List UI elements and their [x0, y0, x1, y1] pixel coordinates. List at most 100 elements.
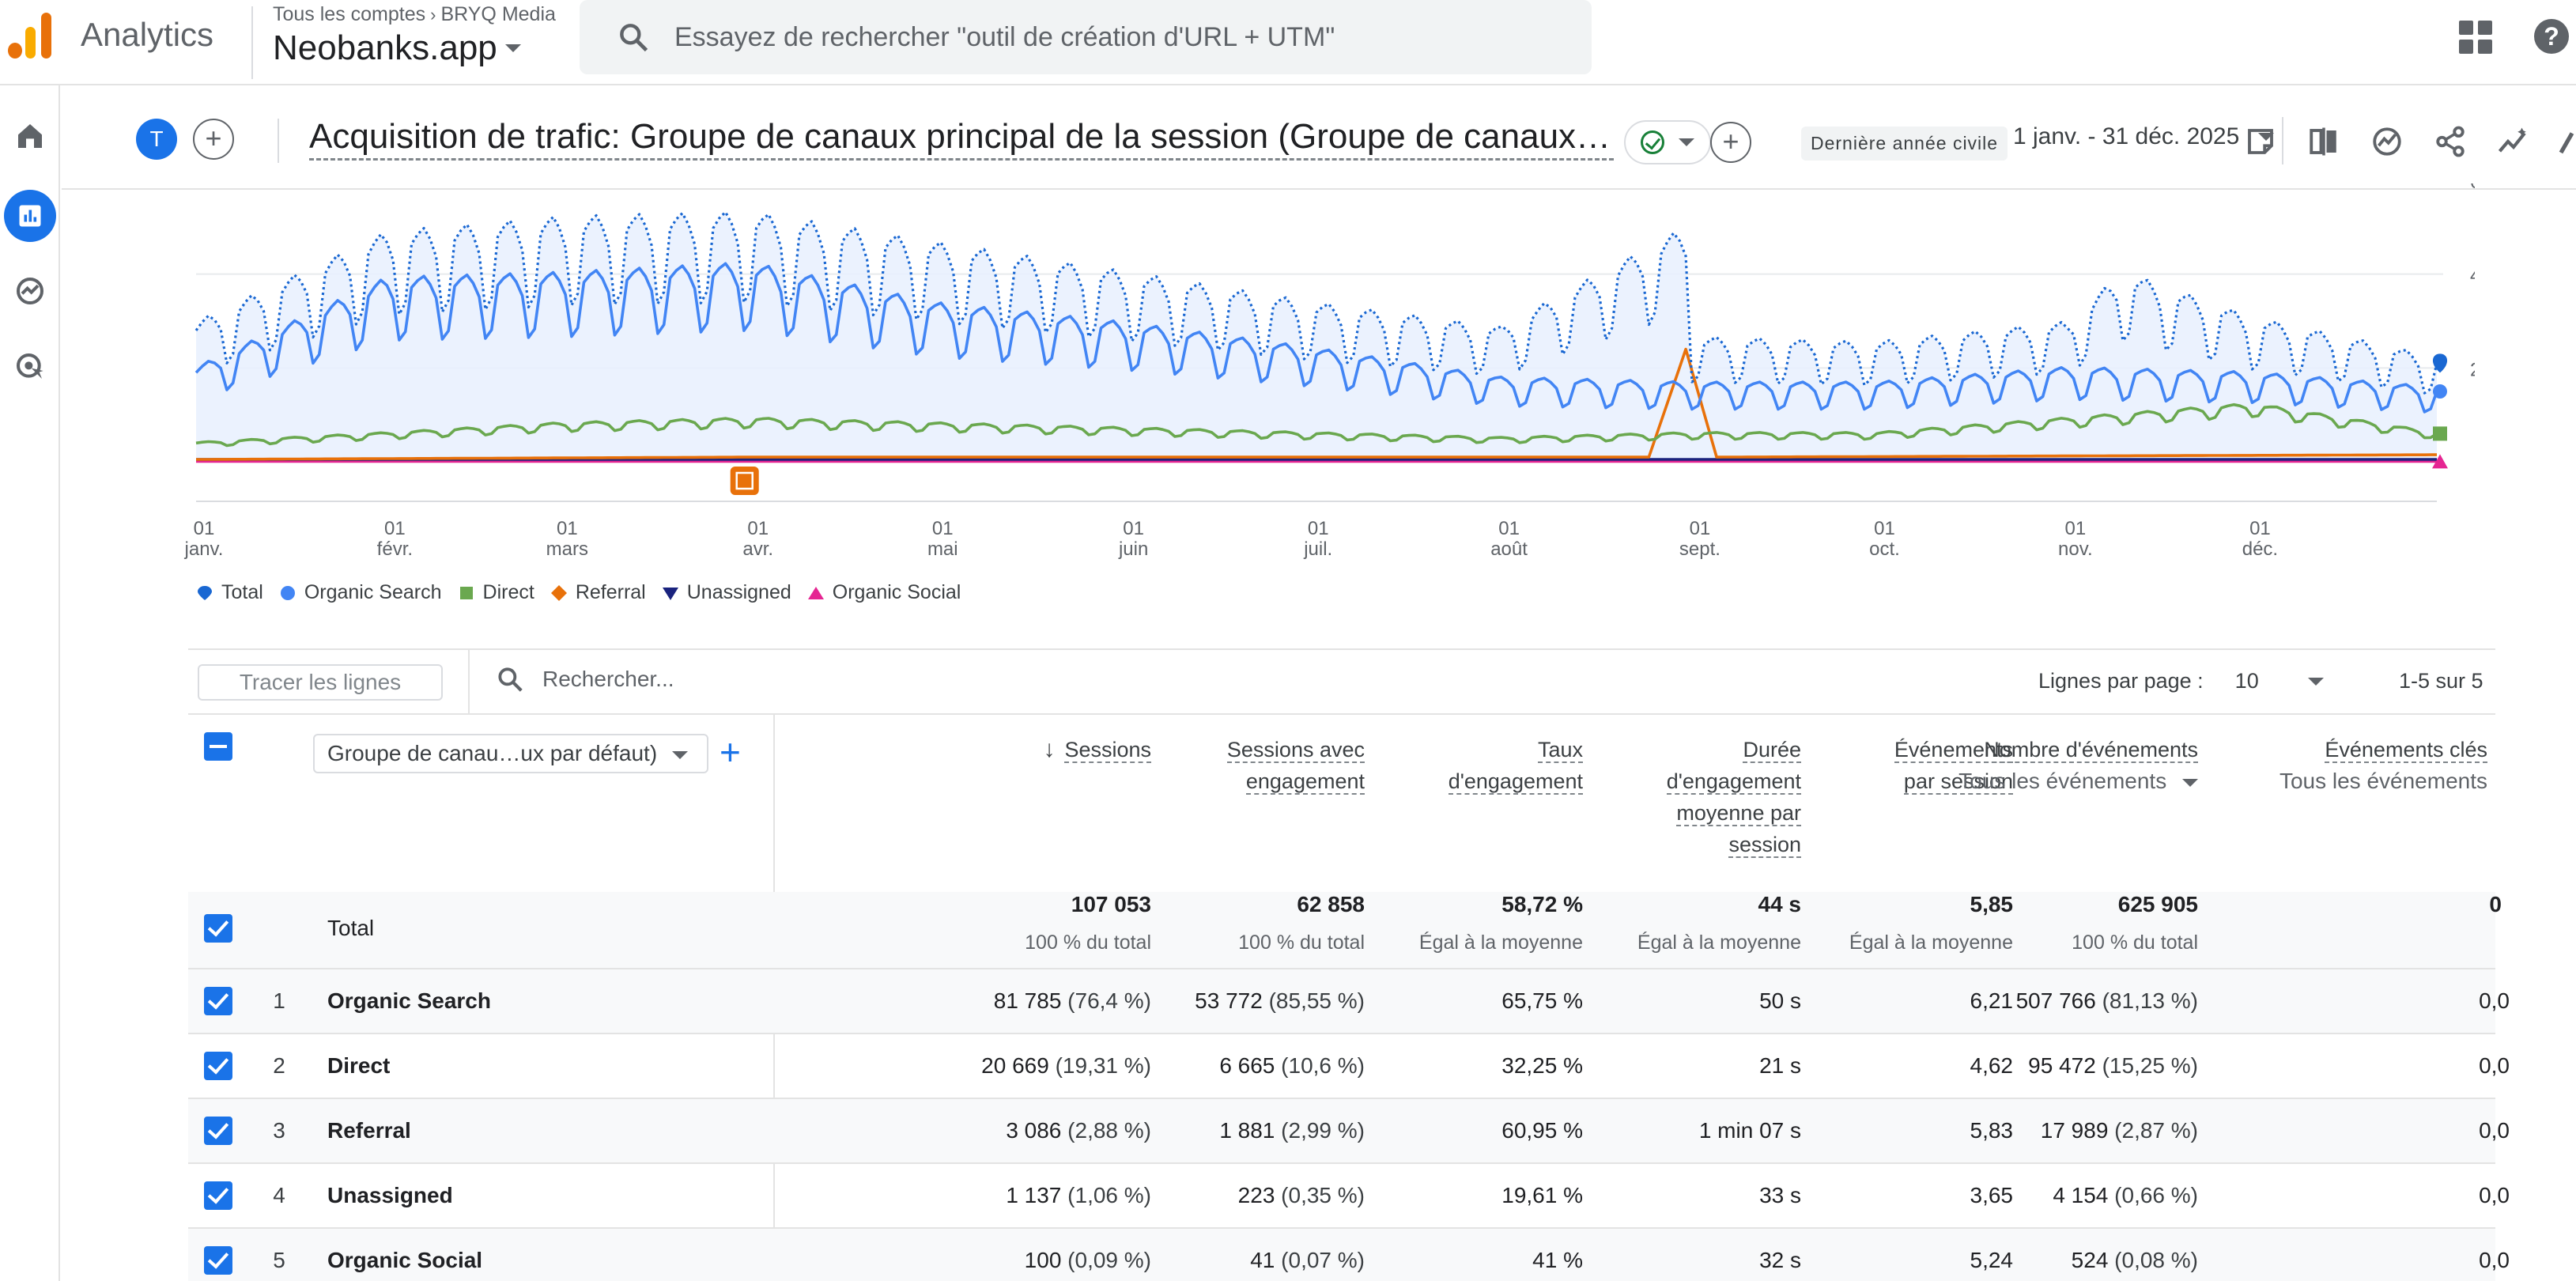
plot-rows-button[interactable]: Tracer les lignes: [198, 664, 443, 701]
cell-avg-engagement-time: 50 s: [1759, 988, 1801, 1013]
table-row[interactable]: 1 Organic Search 81 785 (76,4 %) 53 772 (85…: [188, 969, 2510, 1034]
date-range-picker[interactable]: 1 janv. - 31 déc. 2025: [2013, 123, 2275, 150]
channel-name[interactable]: Unassigned: [327, 1183, 453, 1207]
search-bar[interactable]: Essayez de rechercher "outil de création…: [580, 0, 1592, 74]
cell-sessions: 3 086 (2,88 %): [1006, 1118, 1151, 1143]
add-dimension-button[interactable]: +: [720, 731, 741, 773]
table-search[interactable]: Rechercher...: [495, 664, 674, 694]
line-chart[interactable]: 020040060001janv.01févr.01mars01avr.01ma…: [182, 183, 2475, 595]
header-engaged-sessions[interactable]: Sessions avec engagement: [1226, 738, 1365, 795]
total-key-events: 0: [2489, 892, 2502, 916]
header-event-count[interactable]: Nombre d'événements Tous les événements: [1958, 738, 2198, 793]
top-bar: Analytics Tous les comptes › BRYQ Media …: [0, 0, 2576, 85]
cell-events-per-session: 3,65: [1970, 1183, 2014, 1207]
rows-per-page[interactable]: Lignes par page : 10: [2038, 669, 2324, 693]
x-tick-month: nov.: [2058, 538, 2093, 560]
dimension-selector[interactable]: Groupe de canau…ux par défaut): [313, 734, 708, 773]
edit-icon[interactable]: [2557, 125, 2576, 158]
header-sessions[interactable]: ↓ Sessions: [1043, 734, 1151, 765]
analytics-logo[interactable]: [8, 13, 52, 59]
totals-checkbox[interactable]: [204, 914, 232, 943]
table-row[interactable]: 4 Unassigned 1 137 (1,06 %) 223 (0,35 %) 19,…: [188, 1164, 2510, 1229]
legend-item[interactable]: Organic Search: [279, 581, 442, 604]
legend-item[interactable]: Unassigned: [662, 581, 791, 604]
help-icon[interactable]: ?: [2534, 19, 2569, 54]
series-end-marker: [2433, 384, 2447, 399]
table-row[interactable]: 2 Direct 20 669 (19,31 %) 6 665 (10,6 %) 32,…: [188, 1034, 2510, 1099]
header-key-events[interactable]: Événements clés Tous les événements: [2279, 738, 2487, 793]
property-name: Neobanks.app: [273, 28, 497, 67]
breadcrumb-account[interactable]: Tous les comptes: [273, 3, 426, 25]
event-filter[interactable]: Tous les événements: [1958, 769, 2198, 793]
channel-name[interactable]: Referral: [327, 1118, 411, 1143]
report-title[interactable]: Acquisition de trafic: Groupe de canaux …: [309, 117, 1614, 161]
x-tick-month: avr.: [742, 538, 773, 560]
home-icon[interactable]: [6, 112, 54, 160]
header-avg-engagement-time[interactable]: Durée d'engagement moyenne par session: [1666, 738, 1801, 858]
cell-engagement-rate: 60,95 %: [1501, 1118, 1583, 1143]
legend-item[interactable]: Referral: [550, 581, 646, 604]
table-row[interactable]: 3 Referral 3 086 (2,88 %) 1 881 (2,99 %) 60,…: [188, 1099, 2510, 1164]
legend-label: Referral: [575, 581, 646, 603]
left-nav-rail: [0, 85, 60, 1281]
x-tick-month: août: [1490, 538, 1528, 560]
x-tick-day: 01: [1690, 518, 1711, 539]
trend-icon[interactable]: [2497, 125, 2530, 158]
search-input[interactable]: Essayez de rechercher "outil de création…: [674, 21, 1335, 52]
table-search-input[interactable]: Rechercher...: [542, 667, 674, 691]
header-events-per-session[interactable]: Événements par session: [1894, 738, 2013, 795]
row-checkbox[interactable]: [204, 1181, 232, 1210]
legend-marker: [807, 586, 824, 599]
x-tick-day: 01: [1308, 518, 1329, 539]
channel-name[interactable]: Organic Social: [327, 1248, 483, 1272]
row-rank: 1: [273, 988, 285, 1013]
comparison-avatar[interactable]: T: [136, 119, 177, 160]
row-checkbox[interactable]: [204, 1052, 232, 1080]
row-checkbox[interactable]: [204, 1117, 232, 1145]
cell-sessions: 81 785 (76,4 %): [993, 988, 1151, 1013]
select-all-checkbox[interactable]: [204, 732, 232, 761]
chevron-down-icon[interactable]: [2307, 677, 2324, 686]
x-tick-day: 01: [2249, 518, 2271, 539]
annotation-icon[interactable]: [2244, 125, 2277, 158]
row-checkbox[interactable]: [204, 987, 232, 1015]
account-breadcrumb[interactable]: Tous les comptes › BRYQ Media: [273, 3, 556, 26]
channel-name[interactable]: Direct: [327, 1053, 391, 1078]
add-report-button[interactable]: +: [1710, 122, 1751, 163]
legend-item[interactable]: Organic Social: [807, 581, 961, 604]
reports-icon[interactable]: [4, 190, 56, 242]
apps-grid-icon[interactable]: [2459, 21, 2492, 54]
header-engagement-rate[interactable]: Taux d'engagement: [1448, 738, 1583, 795]
legend-marker: [280, 585, 295, 600]
row-rank: 5: [273, 1248, 285, 1272]
report-status-menu[interactable]: [1624, 120, 1711, 164]
add-comparison-button[interactable]: +: [193, 119, 234, 160]
app-name: Analytics: [81, 16, 214, 53]
cell-event-count: 524 (0,08 %): [2071, 1248, 2198, 1272]
advertising-icon[interactable]: [6, 343, 54, 391]
cell-engaged-sessions: 1 881 (2,99 %): [1219, 1118, 1365, 1143]
cell-engagement-rate: 32,25 %: [1501, 1053, 1583, 1078]
legend-item[interactable]: Total: [196, 581, 263, 604]
compare-icon[interactable]: [2307, 125, 2340, 158]
row-checkbox[interactable]: [204, 1246, 232, 1275]
divider: [251, 6, 253, 79]
property-selector[interactable]: Neobanks.app: [273, 28, 521, 68]
channel-name[interactable]: Organic Search: [327, 988, 491, 1013]
x-tick-month: juil.: [1303, 538, 1332, 560]
cell-event-count: 507 766 (81,13 %): [2015, 988, 2198, 1013]
x-tick-day: 01: [1874, 518, 1895, 539]
explore-icon[interactable]: [6, 267, 54, 315]
rows-per-page-value[interactable]: 10: [2234, 669, 2259, 693]
breadcrumb-sub-account[interactable]: BRYQ Media: [440, 3, 556, 25]
cell-sessions: 1 137 (1,06 %): [1006, 1183, 1151, 1207]
x-tick-day: 01: [1498, 518, 1520, 539]
insights-icon[interactable]: [2370, 125, 2404, 158]
date-preset-label[interactable]: Dernière année civile: [1801, 127, 2008, 161]
total-engaged-sessions: 62 858 100 % du total: [1238, 892, 1365, 954]
x-tick-month: mars: [546, 538, 588, 560]
cell-engagement-rate: 41 %: [1532, 1248, 1583, 1272]
table-row[interactable]: 5 Organic Social 100 (0,09 %) 41 (0,07 %) 41…: [188, 1229, 2510, 1281]
legend-item[interactable]: Direct: [458, 581, 534, 604]
share-icon[interactable]: [2434, 125, 2467, 158]
